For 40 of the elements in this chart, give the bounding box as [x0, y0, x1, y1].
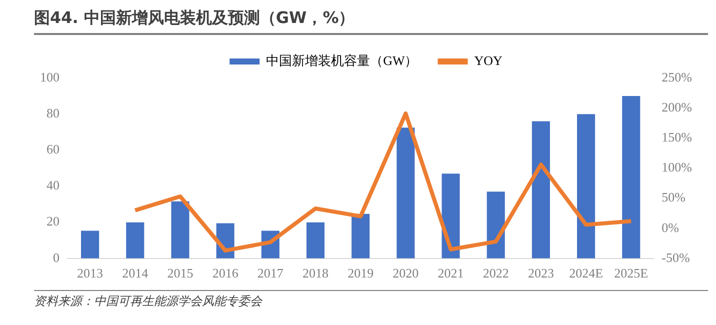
x-tick-label: 2014: [122, 266, 149, 281]
y-tick-label: 100: [40, 69, 60, 84]
text: 资料来源：中国可再生能源学会风能专委会: [34, 293, 708, 310]
bar: [532, 121, 550, 258]
x-tick-label: 2022: [482, 266, 509, 281]
x-tick-label: 2015: [167, 266, 194, 281]
bar: [622, 96, 640, 258]
bar: [352, 214, 370, 258]
y-tick-label: 60: [46, 142, 60, 157]
y2-tick-label: -50%: [662, 250, 690, 265]
bar: [126, 222, 144, 258]
bar: [577, 114, 596, 258]
x-tick-label: 2023: [528, 266, 554, 281]
x-tick-label: 2019: [348, 266, 374, 281]
x-tick-label: 2024E: [569, 266, 604, 281]
x-tick-label: 2021: [438, 266, 464, 281]
y2-tick-label: 150%: [662, 130, 692, 145]
y2-tick-label: 250%: [662, 69, 692, 84]
x-tick-label: 2025E: [614, 266, 648, 281]
bar: [306, 222, 325, 258]
y2-tick-label: 50%: [662, 190, 686, 205]
y2-tick-label: 100%: [662, 160, 692, 175]
bar: [486, 192, 505, 258]
y-tick-label: 20: [46, 214, 60, 229]
x-tick-label: 2020: [392, 266, 419, 281]
x-tick-label: 2017: [257, 266, 284, 281]
chart-title: 图44. 中国新增风电装机及预测（GW，%）: [34, 8, 708, 35]
y-tick-label: 0: [53, 250, 60, 265]
y-tick-label: 80: [46, 106, 60, 120]
y2-tick-label: 200%: [662, 99, 692, 114]
x-tick-label: 2013: [77, 266, 104, 281]
legend-label: YOY: [474, 52, 504, 68]
y-tick-label: 40: [46, 178, 60, 193]
x-tick-label: 2018: [302, 266, 328, 281]
y2-tick-label: 0%: [662, 220, 680, 235]
bar: [396, 128, 415, 258]
bar: [81, 230, 100, 258]
bar: [171, 201, 190, 258]
x-tick-label: 2016: [212, 266, 239, 281]
legend-label: 中国新增装机容量（GW）: [266, 52, 418, 68]
